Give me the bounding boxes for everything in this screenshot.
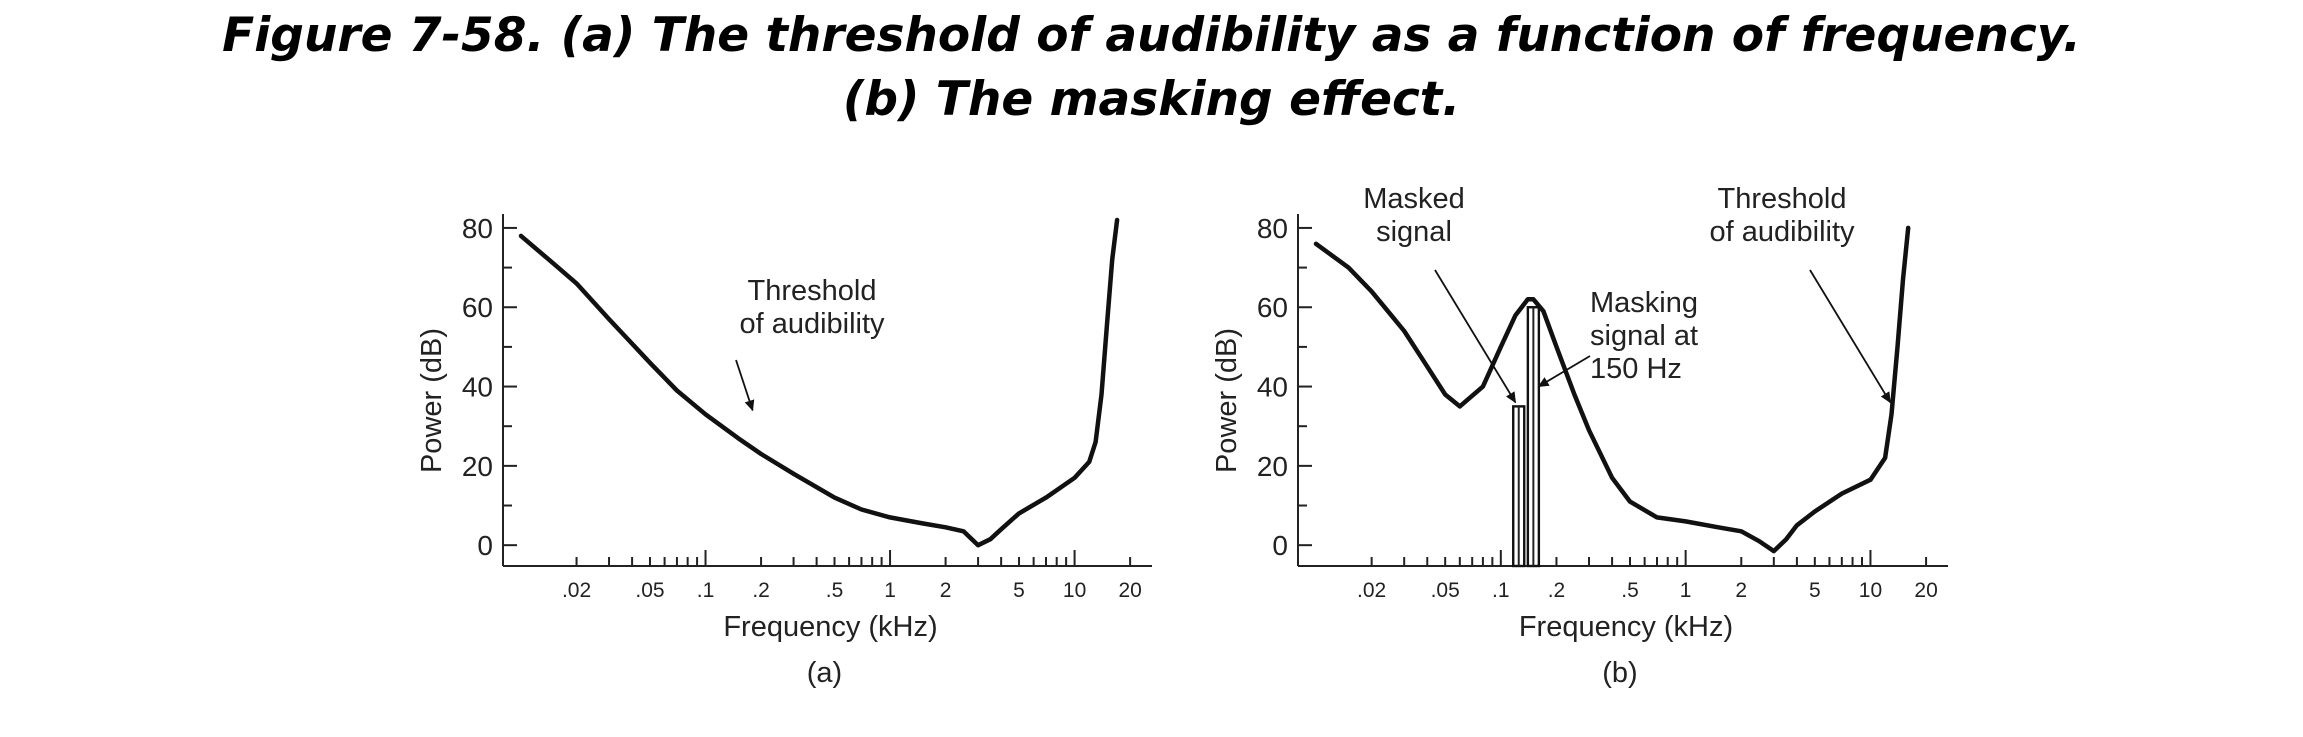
annotation-line: Threshold <box>1718 183 1847 215</box>
annotation-arrow <box>1809 269 1892 404</box>
y-tick-label: 60 <box>462 292 493 323</box>
y-tick-label: 80 <box>1257 213 1288 244</box>
panel-b-chart: 0 20 40 60 80 .02 .05 .1 .2 .5 1 2 5 10 20 Frequency (k… <box>1211 183 1948 689</box>
threshold-curve <box>1313 225 1911 554</box>
panel-label: (a) <box>807 657 842 689</box>
annotation-line: of audibility <box>1709 216 1855 248</box>
y-tick-label: 60 <box>1257 292 1288 323</box>
annotation-label: Masked signal <box>1363 183 1465 248</box>
annotation-line: signal at <box>1590 320 1698 352</box>
annotation-arrow <box>1434 269 1517 404</box>
annotation-line: signal <box>1376 216 1452 248</box>
annotation-arrow <box>1537 355 1591 388</box>
x-tick-label: .5 <box>1621 579 1639 602</box>
caption-line-1: Figure 7-58. (a) The threshold of audibi… <box>222 8 2081 63</box>
x-tick-label: 20 <box>1118 579 1141 602</box>
annotation-line: 150 Hz <box>1590 353 1682 385</box>
annotation-label: Threshold of audibility <box>739 275 885 340</box>
x-tick-label: 2 <box>1735 579 1747 602</box>
annotation-label: Masking signal at 150 Hz <box>1590 287 1698 385</box>
x-tick-label: 2 <box>940 579 952 602</box>
x-tick-label: 5 <box>1013 579 1025 602</box>
x-tick-label: 1 <box>884 579 896 602</box>
panel-a-chart: 0 20 40 60 80 .02 .05 .1 .2 .5 1 2 5 10 20 Frequency (k… <box>416 213 1152 689</box>
x-tick-label: .02 <box>1357 579 1386 602</box>
annotation-line: Masking <box>1590 287 1698 319</box>
y-tick-label: 0 <box>1272 530 1288 561</box>
y-tick-label: 20 <box>1257 451 1288 482</box>
x-tick-label: .1 <box>697 579 715 602</box>
caption-line-2: (b) The masking effect. <box>842 72 1461 127</box>
x-tick-label: .2 <box>1548 579 1566 602</box>
annotation-line: Masked <box>1363 183 1465 215</box>
x-tick-label: 10 <box>1859 579 1882 602</box>
x-tick-label: .2 <box>752 579 770 602</box>
annotation-line: Threshold <box>748 275 877 307</box>
panel-label: (b) <box>1602 657 1637 689</box>
x-tick-label: 5 <box>1809 579 1821 602</box>
x-tick-label: .05 <box>635 579 664 602</box>
y-axis-title: Power (dB) <box>416 328 448 473</box>
annotation-label: Threshold of audibility <box>1709 183 1855 248</box>
x-tick-label: 20 <box>1914 579 1937 602</box>
y-axis-title: Power (dB) <box>1211 328 1243 473</box>
y-tick-label: 80 <box>462 213 493 244</box>
y-tick-label: 20 <box>462 451 493 482</box>
y-tick-label: 40 <box>1257 372 1288 403</box>
x-tick-label: 1 <box>1680 579 1692 602</box>
x-axis-title: Frequency (kHz) <box>723 611 937 643</box>
y-tick-label: 0 <box>477 530 493 561</box>
x-tick-label: 10 <box>1063 579 1086 602</box>
threshold-curve <box>518 217 1120 548</box>
figure-caption: Figure 7-58. (a) The threshold of audibi… <box>0 4 2303 132</box>
x-tick-label: .02 <box>562 579 591 602</box>
x-tick-label: .05 <box>1431 579 1460 602</box>
x-axis-title: Frequency (kHz) <box>1519 611 1733 643</box>
annotation-arrow <box>735 359 755 412</box>
y-tick-label: 40 <box>462 372 493 403</box>
annotation-line: of audibility <box>739 308 885 340</box>
x-tick-label: .1 <box>1492 579 1510 602</box>
x-tick-label: .5 <box>826 579 844 602</box>
